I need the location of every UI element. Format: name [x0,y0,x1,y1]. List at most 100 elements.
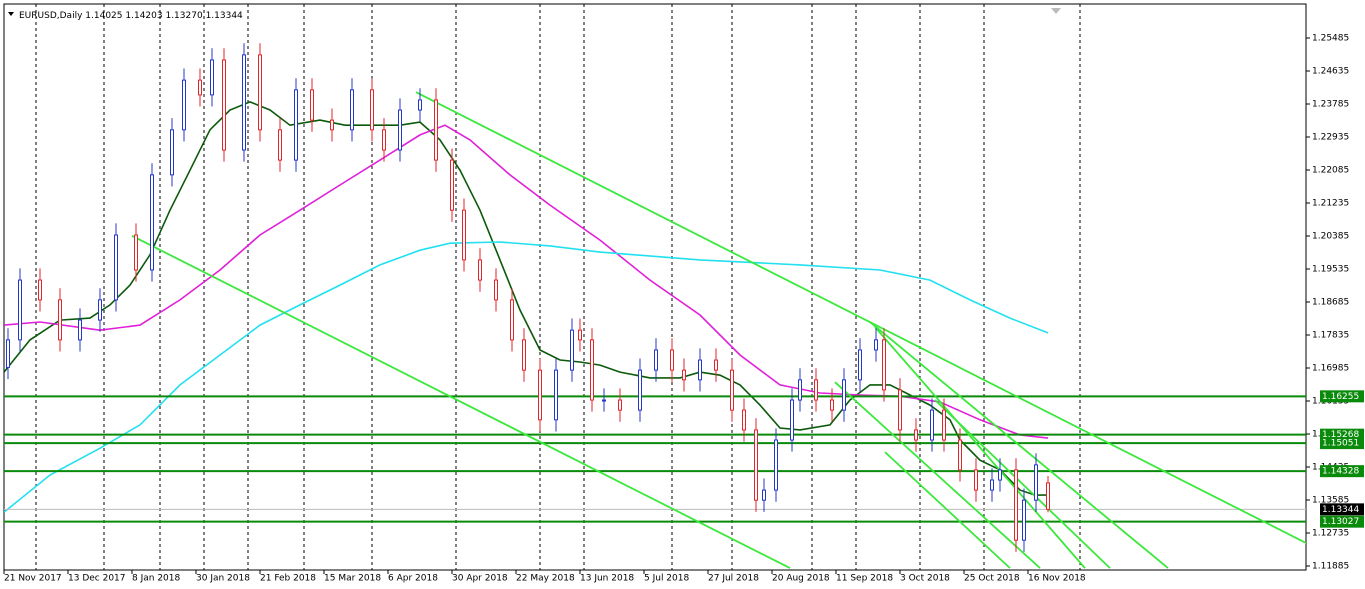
x-tick-label: 27 Jul 2018 [708,574,759,584]
candle-body [858,349,862,381]
candle-body [198,79,202,96]
x-tick-label: 25 Oct 2018 [964,574,1020,584]
candle-body [754,429,758,501]
candle-body [182,79,186,131]
candle-body [942,409,946,441]
x-tick-label: 11 Sep 2018 [836,574,893,584]
x-tick-label: 8 Jan 2018 [132,574,180,584]
symbol: EURUSD,Daily [19,11,83,21]
candle-body [714,359,718,371]
candle-body [1046,482,1050,510]
x-tick-label: 30 Jan 2018 [196,574,250,584]
trendline [834,381,1041,569]
y-tick-label: 1.19535 [1312,265,1349,275]
x-tick-label: 21 Nov 2017 [4,574,62,584]
trendline [869,321,1169,569]
candle-body [418,99,422,111]
trendline [415,91,1306,545]
candle-body [134,234,138,271]
candle-body [294,89,298,161]
candle-body [522,339,526,371]
x-tick-label: 3 Oct 2018 [900,574,950,584]
y-tick-label: 1.25485 [1312,34,1349,44]
y-tick-label: 1.17835 [1312,331,1349,341]
x-tick-label: 21 Feb 2018 [260,574,316,584]
x-tick-label: 16 Nov 2018 [1028,574,1086,584]
candle-body [222,59,226,151]
candle-body [814,379,818,401]
candle-body [242,54,246,151]
x-tick-label: 5 Jul 2018 [644,574,689,584]
level-label: 1.14328 [1322,467,1359,477]
close: 1.13344 [206,11,243,21]
candle-body [350,89,354,131]
y-tick-label: 1.23785 [1312,100,1349,110]
candle-body [998,469,1002,481]
candle-body [114,234,118,301]
plot-area [4,43,1306,569]
trendline [131,234,791,569]
low: 1.13270 [165,11,202,21]
open: 1.14025 [85,11,122,21]
candle-body [654,349,658,371]
level-label-box [1320,465,1364,478]
trendline [934,399,1111,569]
candle-body [58,299,62,341]
candle-body [618,399,622,411]
level-label-box [1320,390,1364,403]
candle-body [330,119,334,131]
level-label-box [1320,515,1364,528]
candle-body [538,369,542,421]
candle-body [874,339,878,351]
candle-body [170,129,174,176]
candle-body [774,439,778,491]
candle-body [462,209,466,261]
candle-body [210,59,214,96]
candle-body [278,129,282,161]
candle-body [830,399,834,411]
x-tick-label: 20 Aug 2018 [772,574,830,584]
candle-body [478,259,482,281]
candle-body [1034,464,1038,501]
candle-body [398,109,402,151]
header: EURUSD,Daily 1.14025 1.14203 1.13270 1.1… [19,11,243,21]
candle-body [790,399,794,441]
candle-body [590,339,594,401]
candle-body [842,379,846,411]
high: 1.14203 [125,11,162,21]
candle-body [974,469,978,491]
level-label: 1.16255 [1322,392,1359,402]
candle-body [682,369,686,381]
candle-body [698,359,702,381]
level-label: 1.15268 [1322,430,1359,440]
y-tick-label: 1.24635 [1312,67,1349,77]
plot-frame [3,3,1307,571]
candle-body [730,369,734,411]
candle-body [798,379,802,401]
menu-arrow[interactable] [8,12,14,16]
moving-average [4,101,1048,496]
candle-body [434,99,438,161]
candle-body [1022,499,1026,541]
candle-body [898,389,902,431]
x-tick-label: 22 May 2018 [516,574,575,584]
candle-body [762,489,766,501]
candle-body [450,159,454,211]
y-tick-label: 1.20385 [1312,232,1349,242]
separators [35,4,1081,570]
x-tick-label: 6 Apr 2018 [388,574,438,584]
candle-body [150,174,154,271]
x-tick-label: 13 Dec 2017 [68,574,126,584]
candle-body [310,89,314,121]
candle-body [18,279,22,341]
x-tick-label: 15 Mar 2018 [324,574,381,584]
axes: 1.25485 1.24635 1.23785 1.22935 1.22085 1.212… [3,34,1364,584]
y-tick-label: 1.22085 [1312,166,1349,176]
candle-body [578,329,582,341]
shift-marker [1051,8,1061,14]
y-tick-label: 1.21235 [1312,199,1349,209]
trendline [874,326,1086,569]
candle-body [914,429,918,441]
